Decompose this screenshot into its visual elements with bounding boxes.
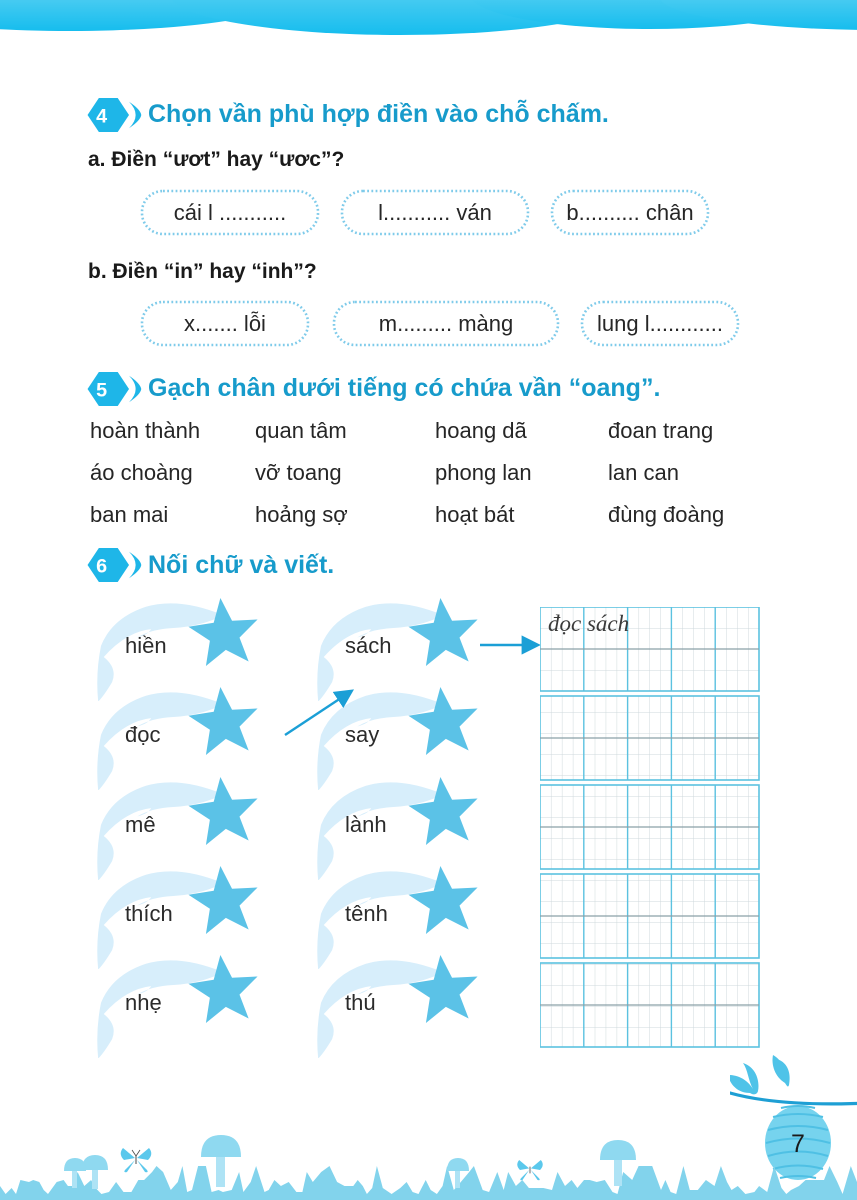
svg-text:4: 4 — [96, 106, 107, 128]
svg-text:6: 6 — [96, 556, 107, 578]
svg-text:5: 5 — [96, 380, 107, 402]
